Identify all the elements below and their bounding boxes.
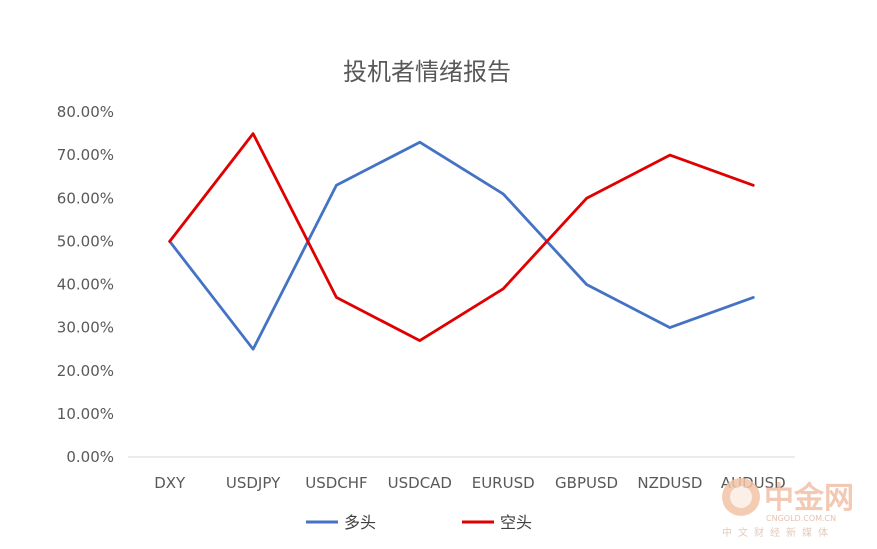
- y-tick-label: 10.00%: [57, 405, 114, 423]
- x-tick-label: GBPUSD: [555, 474, 618, 492]
- watermark-url: CNGOLD.COM.CN: [766, 514, 836, 523]
- series-layer: [168, 132, 755, 351]
- watermark-logo-inner-icon: [730, 486, 752, 508]
- y-tick-label: 80.00%: [57, 103, 114, 121]
- x-tick-label: USDCAD: [388, 474, 452, 492]
- watermark: 中金网 CNGOLD.COM.CN 中文财经新媒体: [722, 478, 854, 539]
- y-tick-label: 0.00%: [66, 448, 114, 466]
- y-tick-label: 20.00%: [57, 362, 114, 380]
- chart-title: 投机者情绪报告: [343, 58, 511, 86]
- x-tick-label: EURUSD: [472, 474, 535, 492]
- y-tick-label: 50.00%: [57, 232, 114, 250]
- y-tick-label: 70.00%: [57, 146, 114, 164]
- legend: 多头 空头: [306, 513, 532, 532]
- watermark-tagline: 中文财经新媒体: [722, 526, 834, 539]
- series-line-1: [168, 132, 755, 343]
- y-axis: 0.00% 10.00% 20.00% 30.00% 40.00% 50.00% 60.00…: [57, 103, 114, 466]
- legend-label: 空头: [500, 513, 532, 532]
- x-tick-label: USDCHF: [305, 474, 367, 492]
- x-tick-label: DXY: [154, 474, 186, 492]
- y-tick-label: 30.00%: [57, 319, 114, 337]
- legend-label: 多头: [344, 513, 376, 532]
- x-tick-label: NZDUSD: [637, 474, 702, 492]
- x-axis: DXYUSDJPYUSDCHFUSDCADEURUSDGBPUSDNZDUSDA…: [154, 474, 786, 492]
- y-tick-label: 60.00%: [57, 189, 114, 207]
- series-line-0: [168, 140, 755, 351]
- watermark-logo-text: 中金网: [764, 481, 854, 516]
- y-tick-label: 40.00%: [57, 276, 114, 294]
- x-tick-label: USDJPY: [226, 474, 281, 492]
